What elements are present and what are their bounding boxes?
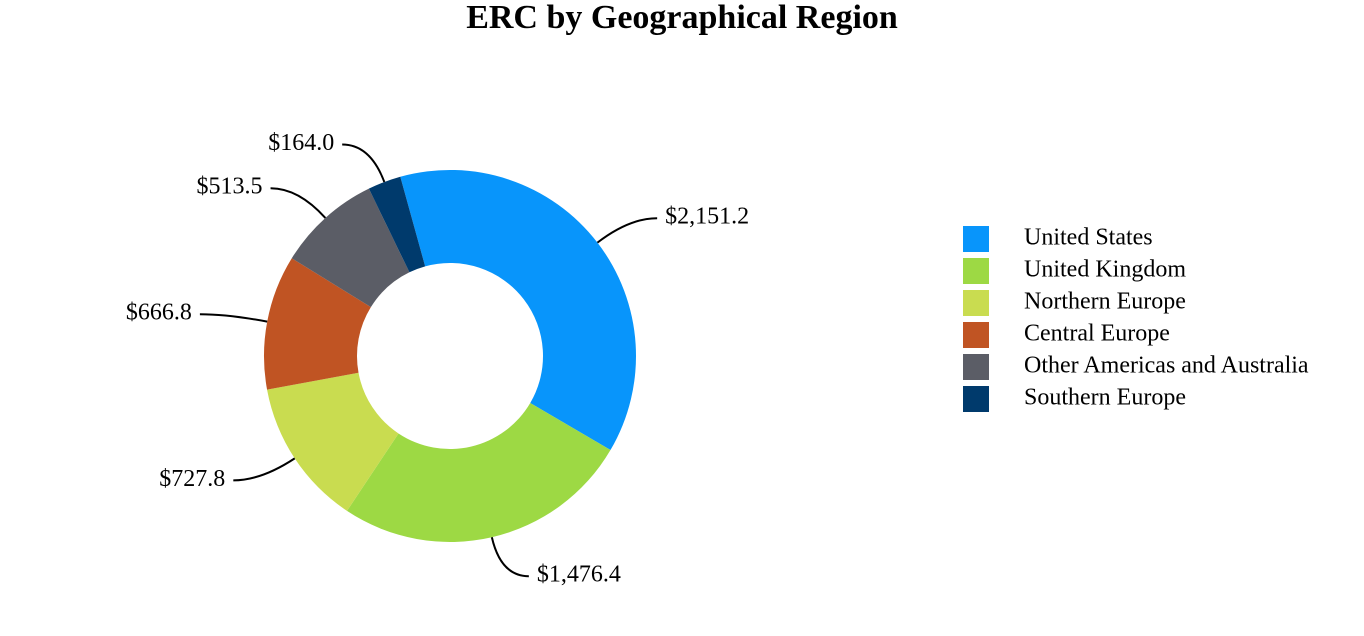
legend-swatch — [963, 354, 989, 380]
chart-title: ERC by Geographical Region — [466, 0, 898, 36]
data-label: $666.8 — [126, 300, 192, 326]
leader-line — [342, 143, 386, 183]
leader-line — [270, 187, 327, 219]
slice — [291, 188, 410, 308]
data-label: $727.8 — [159, 466, 225, 492]
leader-line — [490, 537, 529, 578]
slice — [400, 170, 636, 451]
leader-line — [233, 457, 296, 482]
legend-label: United States — [1024, 225, 1153, 251]
legend-swatch — [963, 258, 989, 284]
legend-label: Central Europe — [1024, 321, 1170, 347]
data-label: $164.0 — [268, 130, 334, 156]
legend-label: Northern Europe — [1024, 289, 1186, 315]
slice — [264, 258, 371, 390]
leader-line — [199, 313, 268, 323]
data-label: $2,151.2 — [665, 204, 749, 230]
data-label: $513.5 — [197, 174, 263, 200]
legend-swatch — [963, 386, 989, 412]
leader-line — [596, 217, 658, 244]
legend-label: Other Americas and Australia — [1024, 353, 1309, 379]
legend-swatch — [963, 290, 989, 316]
slice — [347, 403, 611, 542]
legend-swatch — [963, 226, 989, 252]
legend-label: Southern Europe — [1024, 385, 1186, 411]
slice — [267, 372, 399, 511]
legend-label: United Kingdom — [1024, 257, 1186, 283]
data-label: $1,476.4 — [537, 562, 621, 588]
legend-swatch — [963, 322, 989, 348]
slice — [368, 176, 426, 273]
